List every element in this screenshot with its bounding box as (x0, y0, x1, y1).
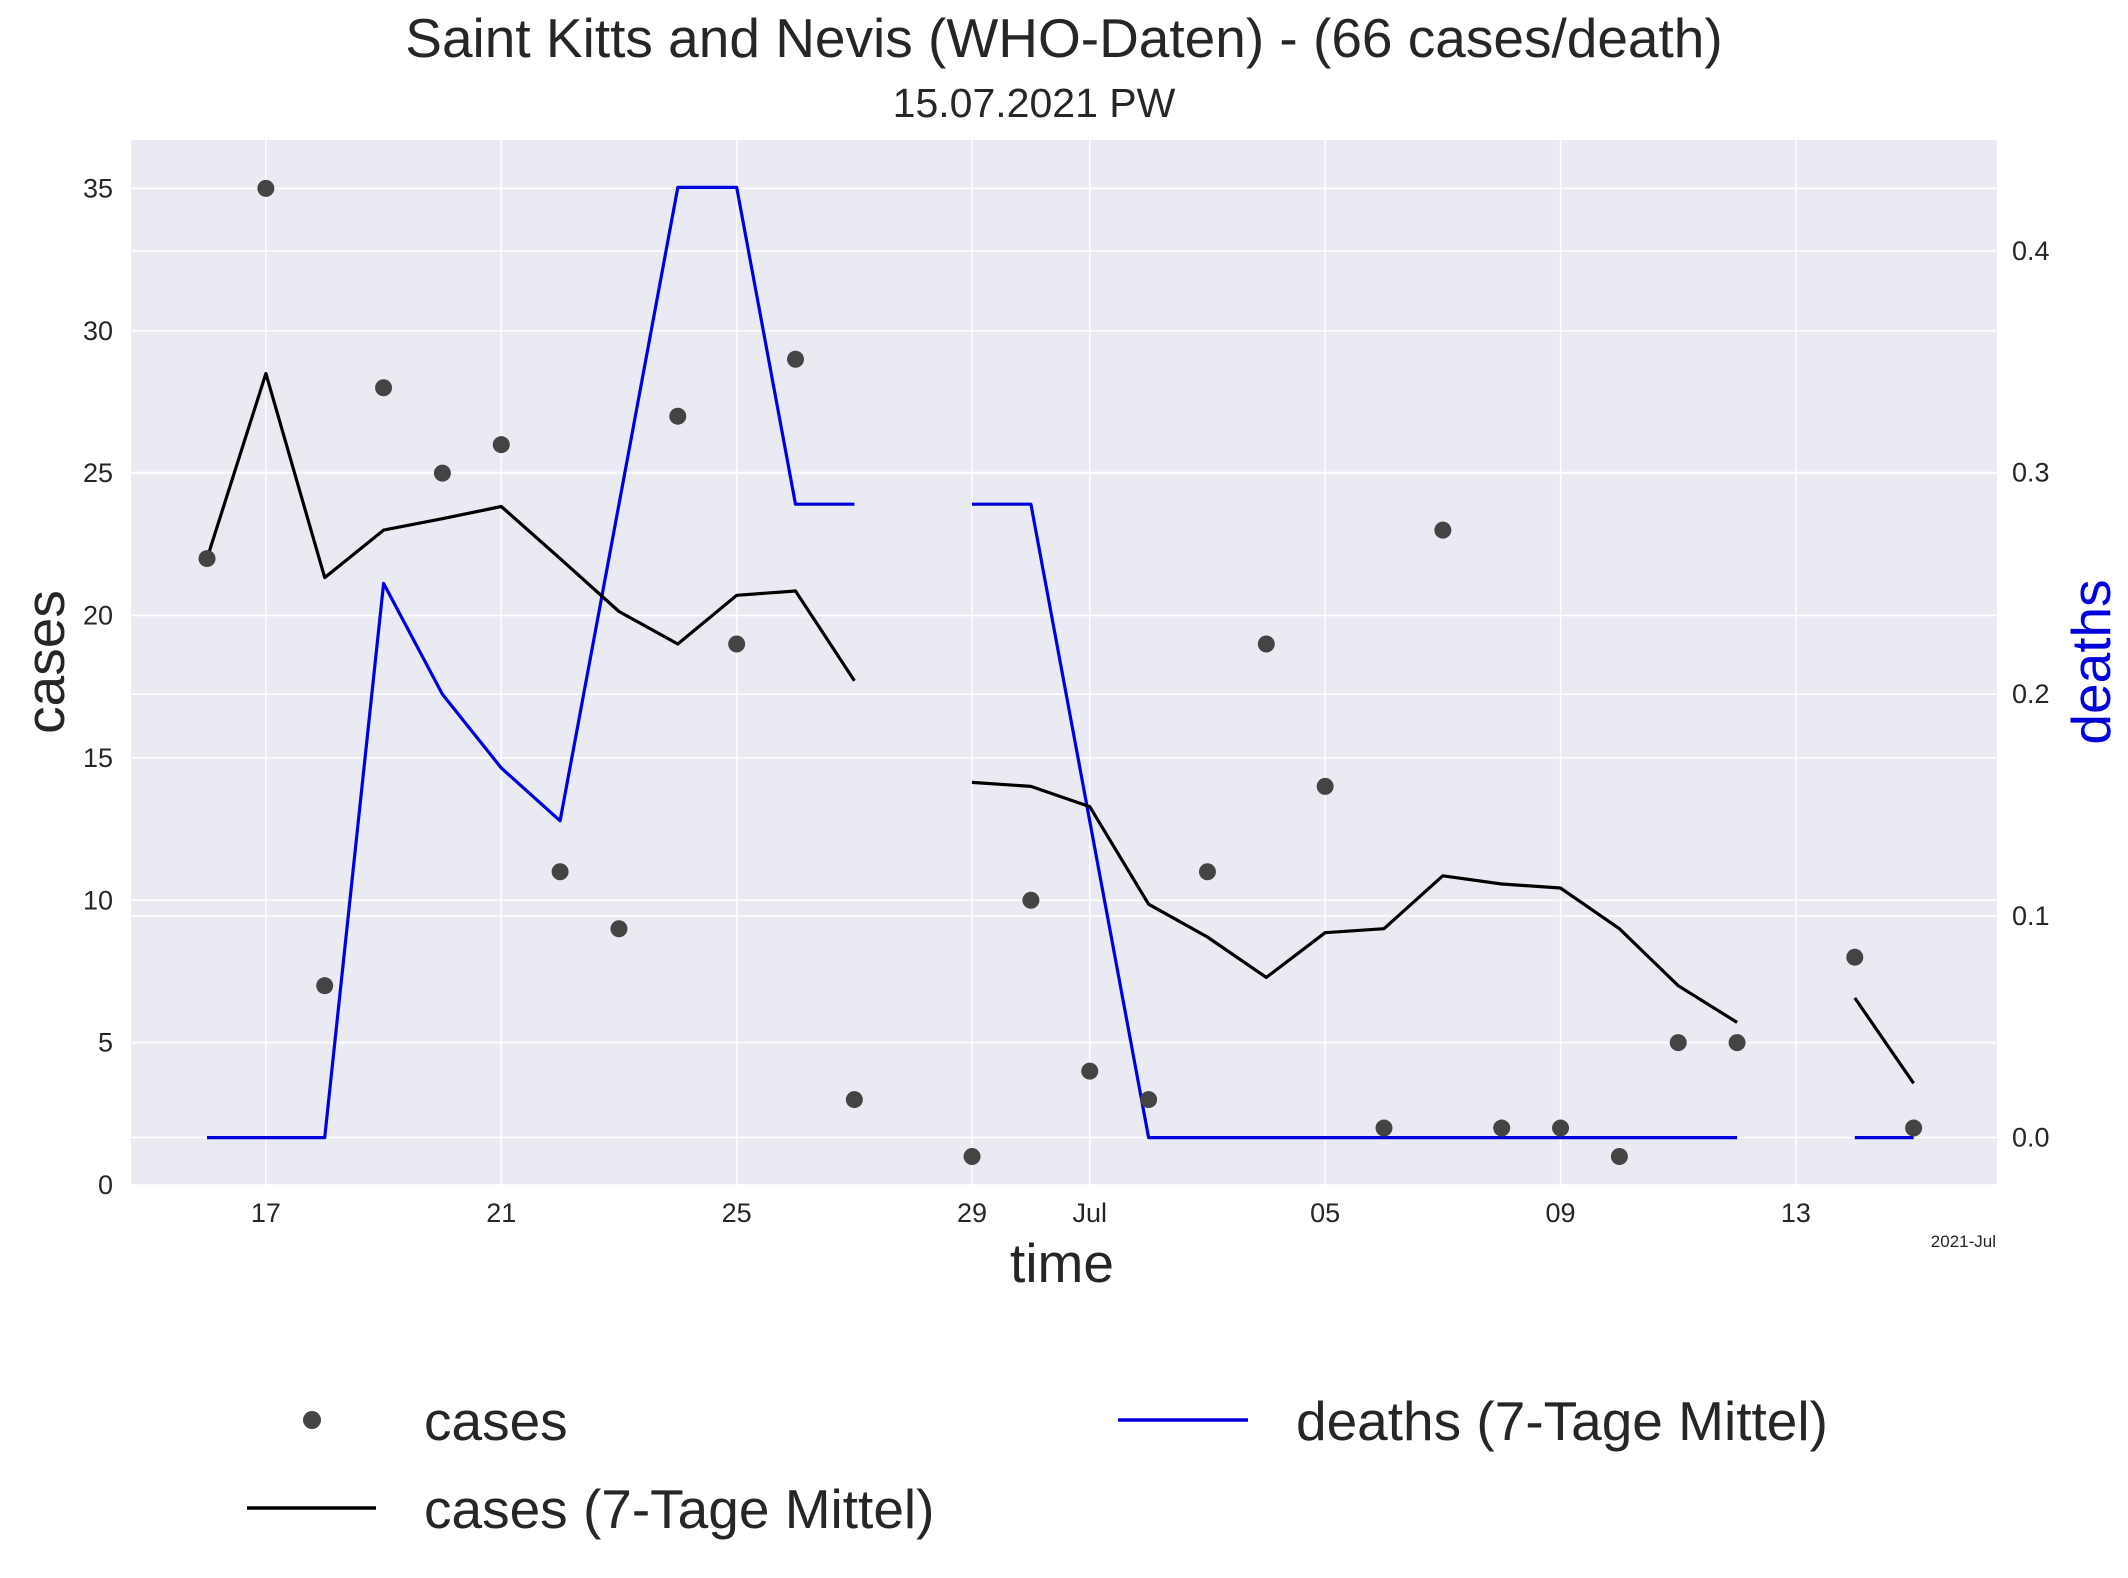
cases-point (787, 350, 805, 368)
cases-point (669, 407, 687, 425)
y-tick-label: 20 (83, 601, 113, 631)
x-tick-label: 17 (251, 1198, 281, 1228)
cases-mean-series (205, 371, 1915, 1085)
legend-label-cases-mean: cases (7-Tage Mittel) (424, 1478, 934, 1540)
y-axis-title-right: deaths (2060, 579, 2122, 744)
cases-point (492, 436, 510, 454)
y-tick-label: 0 (98, 1170, 113, 1200)
deaths-series (207, 185, 1914, 1140)
chart-subtitle: 15.07.2021 PW (893, 80, 1176, 126)
x-tick-label: 05 (1310, 1198, 1340, 1228)
cases-point (1022, 891, 1040, 909)
cases-series (198, 179, 1923, 1166)
x-axis: 17 21 25 29 Jul 05 09 13 (251, 1198, 1811, 1228)
cases-point (1257, 635, 1275, 653)
cases-point (1846, 948, 1864, 966)
y-axis-left: 0 5 10 15 20 25 30 35 (83, 173, 113, 1200)
y-tick-label: 30 (83, 316, 113, 346)
cases-point (1493, 1119, 1511, 1137)
deaths-mean-line (207, 185, 1914, 1140)
cases-point (316, 977, 334, 995)
y-tick-label: 25 (83, 458, 113, 488)
cases-point (1140, 1091, 1158, 1109)
legend-item-deaths-mean: deaths (7-Tage Mittel) (1118, 1390, 1828, 1452)
x-tick-label: 13 (1781, 1198, 1811, 1228)
x-axis-title: time (1010, 1232, 1114, 1294)
cases-point (1728, 1034, 1746, 1052)
legend-marker-cases (303, 1411, 321, 1429)
cases-point (551, 863, 569, 881)
y-tick-label: 15 (83, 743, 113, 773)
x-tick-label: 09 (1546, 1198, 1576, 1228)
cases-point (257, 179, 275, 197)
chart-title: Saint Kitts and Nevis (WHO-Daten) - (66 … (405, 7, 1722, 69)
y-tick-label: 5 (98, 1028, 113, 1058)
cases-point (1081, 1062, 1099, 1080)
cases-point (963, 1148, 981, 1166)
y-tick-label: 35 (83, 173, 113, 203)
cases-point (610, 920, 628, 938)
cases-point (1669, 1034, 1687, 1052)
legend-item-cases-mean: cases (7-Tage Mittel) (247, 1478, 934, 1540)
legend-label-cases: cases (424, 1390, 568, 1452)
cases-point (198, 550, 216, 568)
cases-point (1198, 863, 1216, 881)
x-tick-label: 21 (486, 1198, 516, 1228)
cases-point (1610, 1148, 1628, 1166)
cases-point (1375, 1119, 1393, 1137)
y-tick-label-right: 0.0 (2012, 1123, 2050, 1153)
legend-label-deaths-mean: deaths (7-Tage Mittel) (1296, 1390, 1828, 1452)
y-tick-label-right: 0.3 (2012, 458, 2050, 488)
legend-item-cases: cases (303, 1390, 568, 1452)
legend: cases cases (7-Tage Mittel) deaths (7-Ta… (247, 1390, 1828, 1540)
cases-point (375, 379, 393, 397)
y-tick-label: 10 (83, 885, 113, 915)
x-tick-label: 25 (722, 1198, 752, 1228)
plot-area (131, 140, 1997, 1185)
cases-point (1552, 1119, 1570, 1137)
x-tick-label: 29 (957, 1198, 987, 1228)
cases-mean-line (205, 371, 1915, 1085)
y-axis-right: 0.0 0.1 0.2 0.3 0.4 (2012, 236, 2050, 1153)
cases-point (1905, 1119, 1923, 1137)
x-tick-label: Jul (1072, 1198, 1107, 1228)
cases-point (1434, 521, 1452, 539)
cases-point (845, 1091, 863, 1109)
y-tick-label-right: 0.1 (2012, 901, 2050, 931)
y-tick-label-right: 0.2 (2012, 679, 2050, 709)
cases-point (728, 635, 746, 653)
y-tick-label-right: 0.4 (2012, 236, 2050, 266)
y-axis-title: cases (14, 590, 76, 734)
x-offset-label: 2021-Jul (1931, 1232, 1996, 1251)
cases-point (433, 464, 451, 482)
cases-point (1316, 777, 1334, 795)
